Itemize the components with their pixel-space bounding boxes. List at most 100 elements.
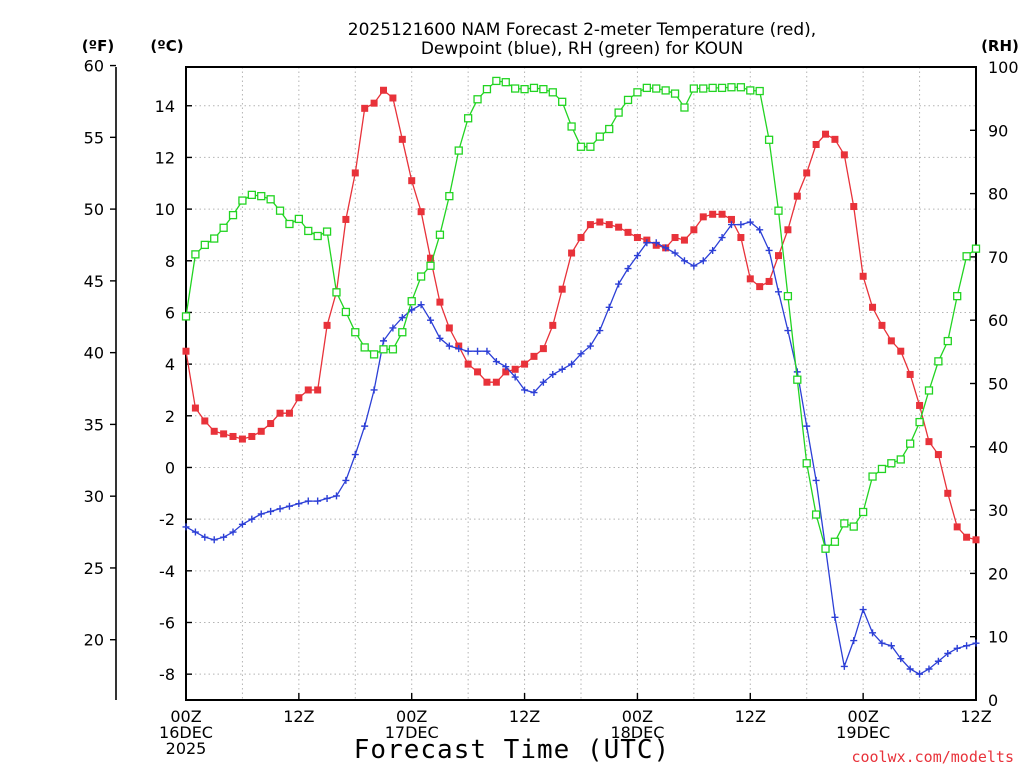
rh-point bbox=[191, 250, 200, 259]
dewpoint-point bbox=[521, 386, 529, 394]
temperature-point bbox=[267, 420, 275, 428]
dewpoint-point bbox=[483, 347, 491, 355]
temperature-point bbox=[502, 368, 510, 376]
rh-point bbox=[548, 88, 557, 97]
dewpoint-point bbox=[295, 500, 303, 508]
temperature-point bbox=[389, 94, 397, 102]
temperature-point bbox=[417, 208, 425, 216]
rh-tick-label: 40 bbox=[988, 438, 1008, 457]
dewpoint-point bbox=[257, 510, 265, 518]
temperature-point bbox=[370, 99, 378, 107]
rh-point bbox=[539, 85, 548, 94]
temperature-point bbox=[671, 234, 679, 242]
temperature-point bbox=[897, 347, 905, 355]
rh-point bbox=[257, 191, 266, 201]
x-tick-label: 00Z bbox=[170, 707, 201, 726]
x-tick-label: 16DEC bbox=[159, 723, 213, 742]
temperature-point bbox=[906, 370, 914, 378]
dewpoint-point bbox=[869, 629, 877, 637]
rh-point bbox=[953, 291, 962, 301]
rh-series bbox=[181, 76, 981, 553]
temperature-point bbox=[775, 252, 782, 260]
rh-tick-label: 10 bbox=[988, 628, 1008, 647]
dewpoint-point bbox=[332, 492, 340, 500]
dewpoint-point bbox=[605, 303, 613, 311]
temperature-point bbox=[549, 321, 557, 329]
dewpoint-point bbox=[220, 533, 228, 541]
dewpoint-point bbox=[445, 342, 453, 350]
dewpoint-point bbox=[568, 360, 576, 368]
temperature-point bbox=[201, 417, 209, 425]
temperature-point bbox=[295, 394, 303, 402]
temperature-point bbox=[605, 221, 613, 229]
rh-point bbox=[962, 252, 971, 261]
temperature-point bbox=[784, 226, 792, 234]
rh-point bbox=[699, 84, 708, 93]
celsius-tick-label: 4 bbox=[165, 355, 175, 374]
fahrenheit-tick-label: 40 bbox=[84, 344, 104, 363]
celsius-tick-label: 14 bbox=[155, 97, 175, 116]
dewpoint-point bbox=[906, 665, 914, 673]
temperature-point bbox=[511, 365, 519, 373]
dewpoint-point bbox=[511, 373, 519, 381]
rh-point bbox=[369, 350, 379, 359]
rh-point bbox=[398, 328, 407, 337]
dewpoint-point bbox=[370, 386, 378, 394]
temperature-point bbox=[436, 298, 444, 306]
temperature-point bbox=[690, 226, 698, 234]
temperature-point bbox=[586, 221, 594, 229]
rh-point bbox=[783, 291, 793, 301]
temperature-point bbox=[953, 523, 961, 531]
dewpoint-point bbox=[718, 234, 726, 242]
celsius-tick-label: 6 bbox=[165, 303, 175, 322]
rh-point bbox=[868, 472, 877, 481]
rh-point bbox=[605, 124, 614, 134]
temperature-point bbox=[615, 223, 623, 231]
temperature-point bbox=[925, 438, 933, 446]
fahrenheit-unit-label: (ºF) bbox=[82, 37, 114, 55]
temperature-point bbox=[248, 432, 256, 440]
rh-point bbox=[210, 234, 219, 243]
rh-point bbox=[586, 142, 595, 151]
temperature-point bbox=[210, 427, 218, 435]
rh-point bbox=[313, 231, 322, 241]
temperature-point bbox=[934, 451, 942, 459]
dewpoint-point bbox=[361, 422, 369, 430]
dewpoint-point bbox=[474, 347, 482, 355]
dewpoint-point bbox=[323, 494, 331, 502]
dewpoint-point bbox=[963, 642, 971, 650]
temperature-point bbox=[624, 228, 632, 236]
dewpoint-point bbox=[455, 345, 463, 353]
rh-point bbox=[670, 89, 680, 98]
temperature-point bbox=[596, 218, 604, 226]
rh-point bbox=[426, 261, 435, 270]
temperature-point bbox=[314, 386, 322, 394]
x-tick-label: 12Z bbox=[960, 707, 991, 726]
temperature-point bbox=[577, 234, 585, 242]
rh-point bbox=[896, 455, 905, 464]
temperature-point bbox=[963, 533, 971, 541]
dewpoint-point bbox=[897, 655, 905, 663]
dewpoint-point bbox=[248, 515, 256, 523]
temperature-point bbox=[304, 386, 312, 394]
temperature-point bbox=[793, 192, 801, 200]
temperature-point bbox=[859, 272, 867, 280]
rh-point bbox=[595, 132, 604, 141]
dewpoint-point bbox=[709, 246, 717, 254]
dewpoint-point bbox=[276, 505, 284, 513]
dewpoint-point bbox=[944, 649, 952, 657]
celsius-unit-label: (ºC) bbox=[150, 37, 183, 55]
rh-point bbox=[840, 519, 849, 528]
temperature-point bbox=[229, 432, 237, 440]
dewpoint-point bbox=[417, 301, 425, 309]
rh-point bbox=[379, 345, 388, 354]
rh-point bbox=[934, 357, 943, 366]
dewpoint-point bbox=[427, 316, 435, 324]
rh-point bbox=[360, 343, 369, 352]
temperature-point bbox=[850, 203, 858, 211]
celsius-tick-label: -4 bbox=[159, 562, 175, 581]
rh-point bbox=[877, 464, 887, 474]
dewpoint-point bbox=[840, 662, 848, 670]
chart-title-line1: 2025121600 NAM Forecast 2-meter Temperat… bbox=[348, 20, 816, 40]
rh-point bbox=[473, 95, 482, 104]
